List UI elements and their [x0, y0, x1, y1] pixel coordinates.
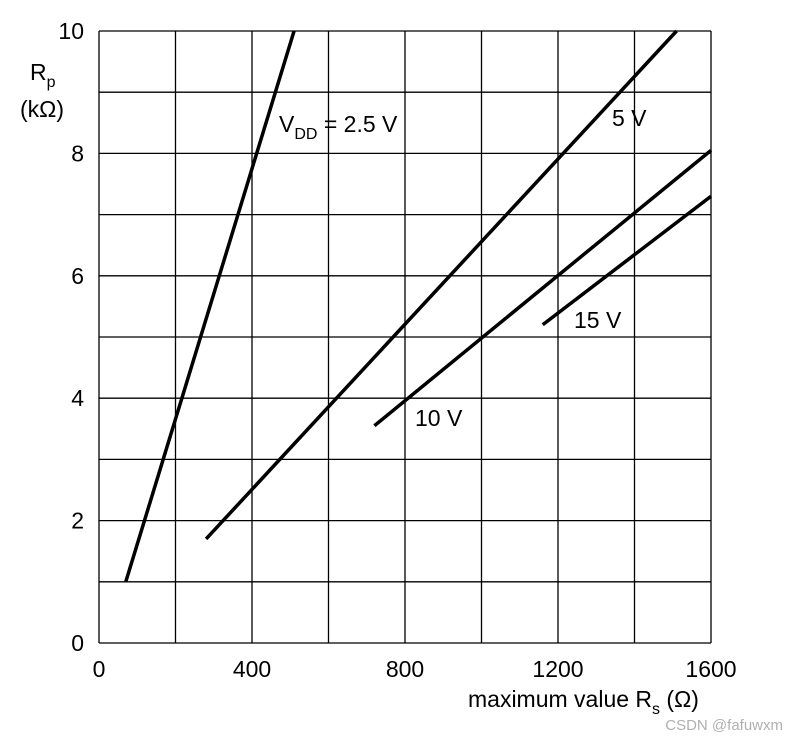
- y-tick-label-5: 10: [58, 18, 84, 44]
- x-axis-label: maximum value Rs (Ω): [468, 686, 699, 718]
- x-tick-label-3: 1200: [532, 656, 583, 682]
- x-tick-label-2: 800: [386, 656, 424, 682]
- x-tick-label-1: 400: [233, 656, 271, 682]
- series-line-3: [541, 194, 713, 327]
- y-axis-label: Rp: [30, 59, 56, 91]
- tick-labels: 0 400 800 1200 1600 0 2 4 6 8 10: [58, 18, 736, 682]
- series-line-0: [124, 30, 296, 583]
- series-line-1: [204, 29, 678, 541]
- watermark: CSDN @fafuwxm: [665, 717, 783, 734]
- x-tick-label-4: 1600: [685, 656, 736, 682]
- y-tick-label-3: 6: [71, 263, 84, 289]
- y-tick-label-4: 8: [71, 140, 84, 166]
- series-line-2: [373, 148, 713, 428]
- series-label-vdd-2.5v: VDD = 2.5 V: [279, 111, 398, 143]
- series-lines: [124, 29, 713, 583]
- y-tick-label-2: 4: [71, 385, 84, 411]
- y-axis-unit: (kΩ): [20, 96, 64, 122]
- series-label-5v: 5 V: [612, 105, 647, 131]
- y-tick-label-1: 2: [71, 508, 84, 534]
- y-tick-label-0: 0: [71, 630, 84, 656]
- grid: [98, 30, 712, 644]
- x-tick-label-0: 0: [93, 656, 106, 682]
- series-label-10v: 10 V: [415, 405, 463, 431]
- series-label-15v: 15 V: [574, 307, 622, 333]
